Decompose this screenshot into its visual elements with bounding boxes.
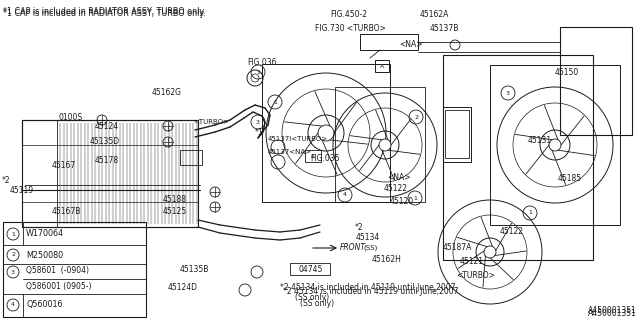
Text: A: A <box>311 154 315 158</box>
Text: <TURBO>: <TURBO> <box>456 270 495 279</box>
Text: FRONT: FRONT <box>340 244 366 252</box>
Text: 45125: 45125 <box>163 207 187 217</box>
Text: 45135B: 45135B <box>180 266 209 275</box>
Text: (SS only): (SS only) <box>295 293 329 302</box>
Text: 1: 1 <box>413 196 417 201</box>
Text: *1: *1 <box>255 127 264 137</box>
Text: 45122: 45122 <box>384 183 408 193</box>
Text: 45178: 45178 <box>95 156 119 164</box>
Text: *1 CAP is included in RADIATOR ASSY, TURBO only.: *1 CAP is included in RADIATOR ASSY, TUR… <box>3 9 205 18</box>
Text: 1: 1 <box>11 231 15 236</box>
Bar <box>290 263 330 275</box>
Text: 0100S: 0100S <box>58 113 82 122</box>
Text: *2 45134 is included in 45119 until June,2007.: *2 45134 is included in 45119 until June… <box>280 283 458 292</box>
Text: Q58601  (-0904): Q58601 (-0904) <box>26 267 89 276</box>
Text: 45120: 45120 <box>390 197 414 206</box>
Text: A450001351: A450001351 <box>588 309 637 318</box>
Text: 45124D: 45124D <box>168 284 198 292</box>
Text: 3: 3 <box>256 119 260 124</box>
Text: 45131: 45131 <box>528 135 552 145</box>
Text: W170064: W170064 <box>26 229 64 238</box>
Circle shape <box>318 125 334 141</box>
Text: M250080: M250080 <box>26 251 63 260</box>
Text: 45121: 45121 <box>460 258 484 267</box>
Circle shape <box>549 139 561 151</box>
Bar <box>305 150 321 162</box>
Text: 1: 1 <box>528 211 532 215</box>
Bar <box>443 55 593 260</box>
Text: 45185: 45185 <box>558 173 582 182</box>
Text: 1: 1 <box>256 69 260 75</box>
Text: FIG.035: FIG.035 <box>310 154 339 163</box>
Text: *2 45134 is included in 45119 until June,2007.: *2 45134 is included in 45119 until June… <box>283 287 461 297</box>
Text: 2: 2 <box>414 115 418 119</box>
Text: <NA>: <NA> <box>399 39 422 49</box>
Text: 1: 1 <box>273 100 277 105</box>
Text: 04745: 04745 <box>298 266 323 275</box>
Circle shape <box>484 246 496 258</box>
Text: 45162G: 45162G <box>152 87 182 97</box>
Text: 45150: 45150 <box>555 68 579 76</box>
Text: 45188: 45188 <box>163 196 187 204</box>
Text: *2: *2 <box>355 222 364 231</box>
Text: 45167B: 45167B <box>52 207 81 217</box>
Text: *1 CAP is included in RADIATOR ASSY, TURBO only.: *1 CAP is included in RADIATOR ASSY, TUR… <box>3 7 205 16</box>
Bar <box>360 34 418 50</box>
Bar <box>3 222 146 317</box>
Text: *2: *2 <box>2 175 11 185</box>
Text: A450001351: A450001351 <box>588 306 637 315</box>
Text: (SS only): (SS only) <box>300 300 334 308</box>
Text: 4: 4 <box>343 193 347 197</box>
Text: 3: 3 <box>11 269 15 275</box>
Text: Q560016: Q560016 <box>26 300 63 309</box>
Bar <box>560 27 632 135</box>
Text: FIG.450-2: FIG.450-2 <box>330 10 367 19</box>
Text: 45119: 45119 <box>10 186 34 195</box>
Text: 4: 4 <box>11 302 15 308</box>
Text: FIG.036: FIG.036 <box>247 58 276 67</box>
Text: 45124: 45124 <box>95 122 119 131</box>
Text: 45162H: 45162H <box>372 255 402 265</box>
Bar <box>335 87 425 202</box>
Text: 45134: 45134 <box>356 234 380 243</box>
Text: 3: 3 <box>506 91 510 95</box>
Text: A: A <box>380 63 384 68</box>
Text: <NA>: <NA> <box>387 172 410 181</box>
Bar <box>22 120 57 227</box>
Text: 45137I<TURBO>: 45137I<TURBO> <box>268 136 328 142</box>
Text: 45162A: 45162A <box>420 10 449 19</box>
Text: 45137<NA>: 45137<NA> <box>268 149 312 155</box>
Text: (SS): (SS) <box>363 245 377 251</box>
Text: 45187A: 45187A <box>443 244 472 252</box>
Text: 45135D: 45135D <box>90 137 120 146</box>
Text: FIG.730 <TURBO>: FIG.730 <TURBO> <box>315 23 386 33</box>
Circle shape <box>379 139 391 151</box>
Text: <TURBO>: <TURBO> <box>193 119 229 125</box>
Bar <box>180 150 202 165</box>
Text: 45167: 45167 <box>52 161 76 170</box>
Text: Q586001 (0905-): Q586001 (0905-) <box>26 282 92 291</box>
Bar <box>445 110 469 158</box>
Bar <box>375 60 389 72</box>
Bar <box>443 107 471 162</box>
Text: 45122: 45122 <box>500 228 524 236</box>
Bar <box>490 65 620 225</box>
Text: 45137B: 45137B <box>430 23 460 33</box>
Bar <box>262 64 390 202</box>
Text: 2: 2 <box>11 252 15 258</box>
